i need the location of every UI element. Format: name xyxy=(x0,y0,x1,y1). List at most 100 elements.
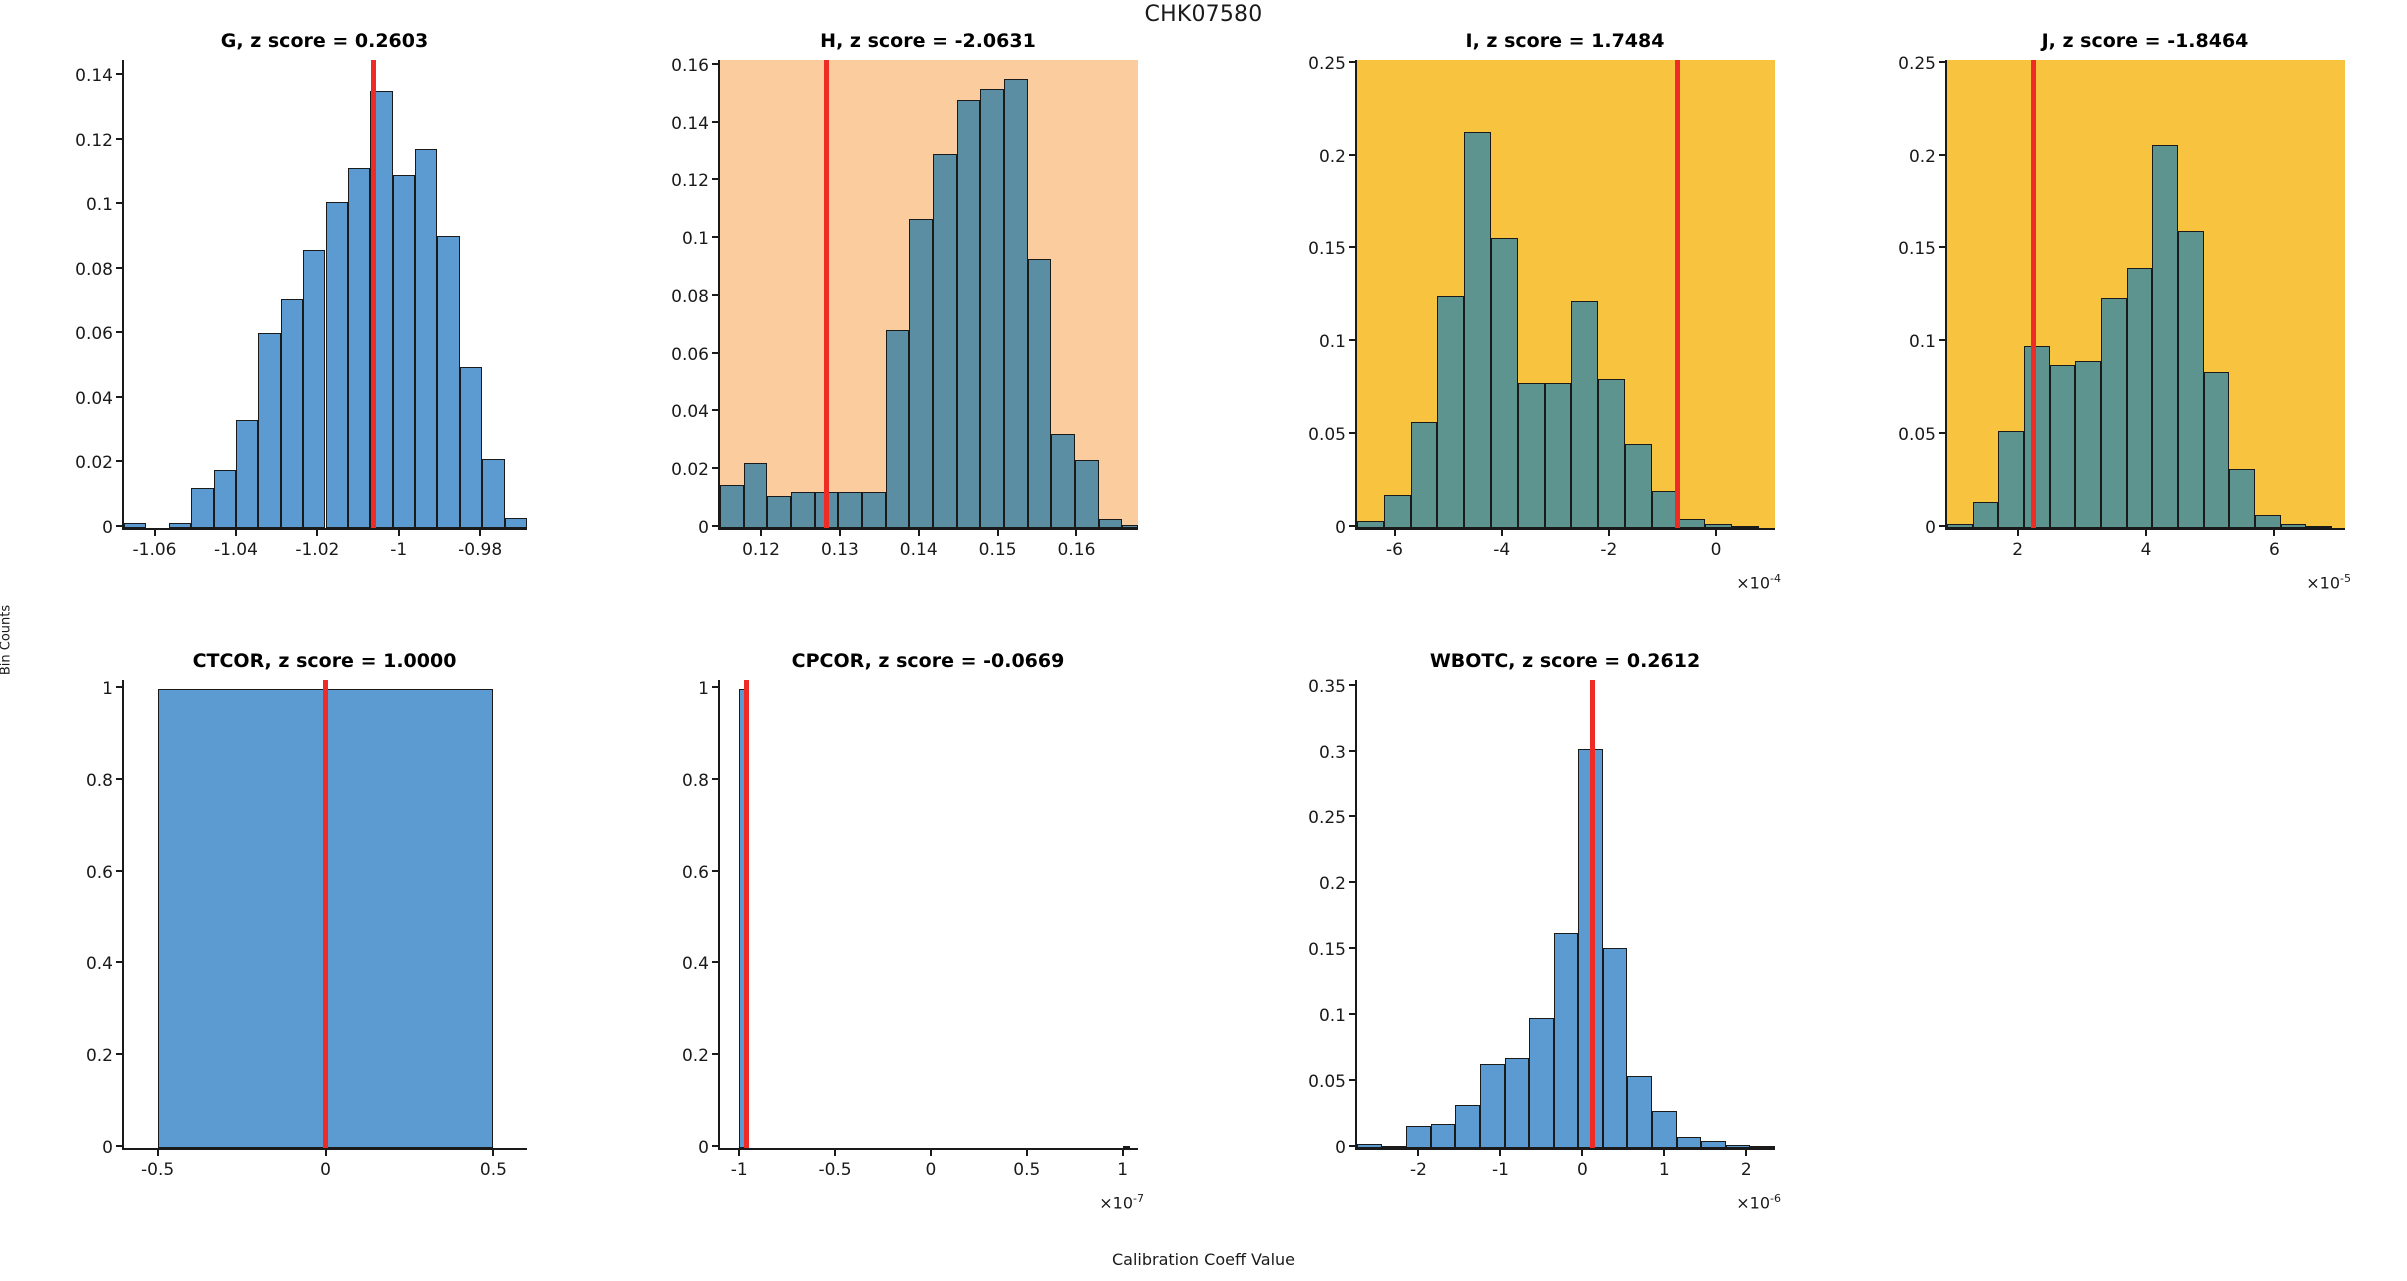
histogram-bar xyxy=(459,366,483,528)
y-tick-mark xyxy=(116,1053,124,1056)
plot-area: 0 0.02 0.04 0.06 0.08 0.1 0.12 0.14 0.16 0.12 0.13… xyxy=(671,56,1138,560)
histogram-bar xyxy=(2075,360,2102,528)
histogram-bars xyxy=(124,60,527,528)
y-tick-label: 0.15 xyxy=(1308,940,1346,961)
x-tick-label: -6 xyxy=(1386,540,1403,560)
y-tick-mark xyxy=(116,202,124,205)
y-tick-mark xyxy=(712,467,720,470)
y-tick-mark xyxy=(712,1145,720,1147)
x-tick-label: -1 xyxy=(730,1160,748,1180)
x-tick-mark xyxy=(1745,1148,1748,1156)
x-tick-label: -0.98 xyxy=(458,540,503,560)
y-tick-label: 0 xyxy=(1925,518,1936,538)
y-tick-label: 0.1 xyxy=(85,195,113,216)
x-tick-mark xyxy=(1393,528,1396,536)
histogram-bar xyxy=(1430,1124,1456,1148)
histogram-bar xyxy=(347,168,371,528)
y-tick-mark xyxy=(1939,432,1947,435)
y-tick-label: 1 xyxy=(698,679,709,700)
histogram-bar xyxy=(1383,494,1411,528)
histogram-bar xyxy=(1624,444,1652,528)
histogram-bar xyxy=(2306,526,2333,528)
histogram-bar xyxy=(2152,145,2179,528)
histogram-bar xyxy=(743,463,768,528)
histogram-bar xyxy=(124,523,147,528)
x-tick-label: -4 xyxy=(1493,540,1511,560)
x-tick-mark xyxy=(834,1148,837,1156)
subplot-h: H, z score = -2.0631 0 0.02 0.04 0.06 0.08 0.1… xyxy=(671,30,1138,560)
histogram-bar xyxy=(790,491,815,528)
plot-area: 0 0.05 0.1 0.15 0.2 0.25 -6 -4 -2 0 ×10-4 xyxy=(1308,54,1781,593)
x-tick-mark xyxy=(929,1148,932,1156)
histogram-bar xyxy=(2280,524,2307,528)
y-tick-label: 0 xyxy=(102,1138,113,1158)
histogram-bar xyxy=(1381,1146,1407,1148)
histogram-bar xyxy=(1652,1111,1677,1148)
y-tick-label: 0.1 xyxy=(681,229,709,250)
y-tick-mark xyxy=(1349,1079,1357,1082)
x-tick-label: 0 xyxy=(925,1160,937,1180)
histogram-bars xyxy=(1357,680,1775,1148)
histogram-bar xyxy=(303,250,326,528)
y-tick-mark xyxy=(116,395,124,398)
x-tick-mark xyxy=(1417,1148,1420,1156)
subplot-cpcor: CPCOR, z score = -0.0669 0 0.2 0.4 0.6 0.8 1 -1… xyxy=(682,650,1144,1212)
y-tick-mark xyxy=(116,460,124,463)
y-tick-mark xyxy=(116,1145,124,1147)
histogram-bar xyxy=(909,218,933,528)
y-tick-label: 0.6 xyxy=(85,862,113,883)
y-tick-label: 0.15 xyxy=(1308,239,1346,260)
y-tick-label: 0.8 xyxy=(681,770,709,791)
histogram-bar xyxy=(437,235,460,528)
x-tick-mark xyxy=(1715,528,1718,536)
subplot-title: H, z score = -2.0631 xyxy=(820,30,1036,52)
x-tick-mark xyxy=(2016,528,2019,536)
y-tick-mark xyxy=(116,777,124,780)
x-tick-label: 0.5 xyxy=(1013,1160,1041,1180)
histogram-bar xyxy=(1051,434,1075,528)
y-tick-label: 0.02 xyxy=(671,460,709,481)
x-tick-label: 0.16 xyxy=(1057,540,1096,560)
histogram-bar xyxy=(1571,301,1599,528)
y-tick-label: 0.6 xyxy=(681,862,709,883)
x-axis-exponent: ×10-6 xyxy=(1736,1192,1781,1213)
value-marker-line xyxy=(323,680,328,1148)
histogram-bar xyxy=(1437,295,1465,528)
histogram-bar xyxy=(168,523,192,528)
y-tick-label: 0.16 xyxy=(671,55,709,76)
x-tick-label: -1.02 xyxy=(295,540,340,560)
y-tick-mark xyxy=(116,869,124,872)
histogram-bar xyxy=(280,298,304,528)
y-tick-mark xyxy=(712,869,720,872)
y-tick-label: 0.3 xyxy=(1318,742,1346,763)
x-tick-label: -0.5 xyxy=(818,1160,852,1180)
x-tick-label: 0.13 xyxy=(820,540,859,560)
histogram-bar xyxy=(1490,238,1518,528)
histogram-bar xyxy=(1074,460,1099,528)
y-tick-mark xyxy=(116,961,124,964)
subplot-title: J, z score = -1.8464 xyxy=(2041,30,2249,52)
y-tick-label: 0 xyxy=(1335,1138,1346,1158)
histogram-bar xyxy=(861,491,886,528)
x-tick-mark xyxy=(1663,1148,1666,1156)
subplot-j: J, z score = -1.8464 0 0.05 0.1 0.15 0.2 0.25 2… xyxy=(1898,30,2351,592)
x-tick-mark xyxy=(316,528,319,536)
x-tick-label: 1 xyxy=(1658,1160,1670,1180)
subplot-g: G, z score = 0.2603 0 0.02 0.04 0.06 0.08 0.1 0… xyxy=(75,30,527,560)
y-tick-mark xyxy=(1349,60,1357,63)
x-tick-label: 0 xyxy=(1710,540,1722,560)
y-tick-mark xyxy=(712,777,720,780)
histogram-bar xyxy=(1544,383,1572,528)
y-tick-label: 0.06 xyxy=(671,344,709,365)
histogram-bar xyxy=(1998,431,2025,528)
y-tick-mark xyxy=(116,137,124,140)
y-tick-mark xyxy=(1349,432,1357,435)
histogram-bar xyxy=(213,469,236,528)
histogram-bar xyxy=(2126,268,2153,528)
subplot-title: CPCOR, z score = -0.0669 xyxy=(791,650,1065,672)
y-tick-mark xyxy=(1349,246,1357,249)
subplot-title: I, z score = 1.7484 xyxy=(1465,30,1665,52)
x-axis-exponent-value: -7 xyxy=(1133,1192,1144,1205)
x-tick-mark xyxy=(1499,1148,1502,1156)
histogram-bar xyxy=(2255,515,2281,528)
